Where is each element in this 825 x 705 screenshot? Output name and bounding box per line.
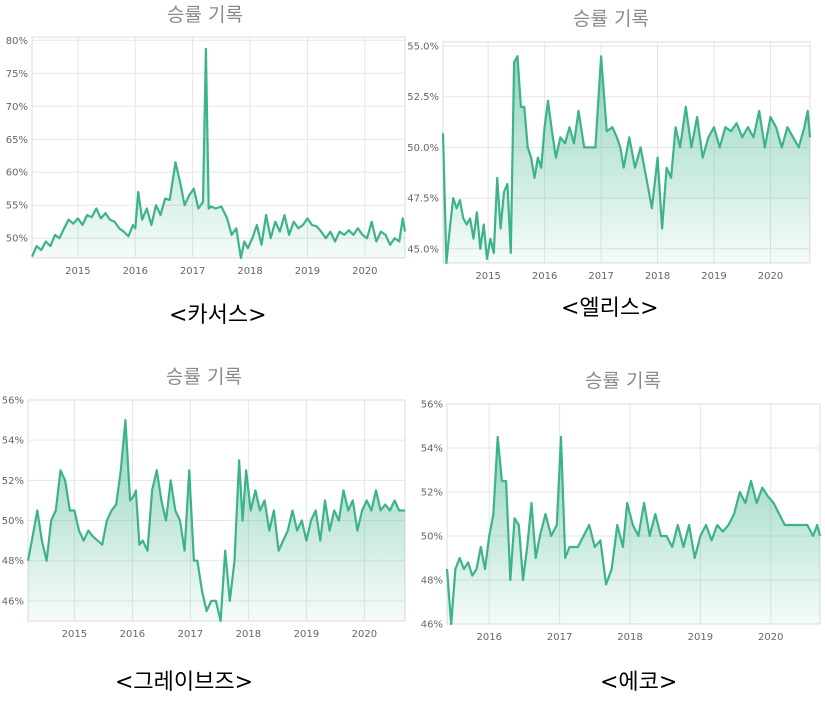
y-tick-label: 47.5%: [407, 194, 439, 205]
x-tick-label: 2016: [476, 632, 501, 643]
series-area: [447, 437, 820, 624]
chart-title: 승률 기록: [167, 4, 243, 26]
y-tick-label: 46%: [2, 596, 24, 607]
x-tick-label: 2018: [237, 266, 262, 277]
x-tick-label: 2017: [178, 629, 203, 640]
x-tick-label: 2016: [120, 629, 145, 640]
y-tick-label: 48%: [421, 576, 443, 587]
x-tick-label: 2015: [65, 266, 90, 277]
x-tick-label: 2019: [295, 266, 320, 277]
y-tick-label: 50%: [2, 516, 24, 527]
series-line: [30, 47, 407, 260]
x-tick-label: 2020: [352, 629, 377, 640]
y-tick-label: 70%: [6, 102, 28, 113]
series-line: [26, 419, 405, 623]
y-tick-label: 52%: [421, 488, 443, 499]
x-tick-label: 2020: [758, 271, 783, 282]
x-tick-label: 2015: [62, 629, 87, 640]
champion-caption: <엘리스>: [561, 296, 659, 321]
y-tick-label: 48%: [2, 556, 24, 567]
x-tick-label: 2020: [758, 632, 783, 643]
y-tick-label: 80%: [6, 36, 28, 47]
x-tick-label: 2016: [532, 271, 557, 282]
champion-caption: <카서스>: [169, 303, 267, 328]
series-line: [445, 435, 822, 626]
y-tick-label: 52.5%: [407, 92, 439, 103]
series-line: [441, 55, 812, 265]
x-tick-label: 2018: [645, 271, 670, 282]
x-tick-label: 2017: [547, 632, 572, 643]
series-area: [443, 56, 810, 264]
y-tick-label: 54%: [2, 436, 24, 447]
champion-caption: <에코>: [600, 670, 678, 695]
y-tick-label: 46%: [421, 620, 443, 631]
y-tick-label: 50%: [6, 234, 28, 245]
x-tick-label: 2018: [236, 629, 261, 640]
x-tick-label: 2016: [123, 266, 148, 277]
y-tick-label: 50%: [421, 532, 443, 543]
chart-title: 승률 기록: [585, 370, 661, 392]
x-tick-label: 2020: [352, 266, 377, 277]
y-tick-label: 55%: [6, 201, 28, 212]
chart-title: 승률 기록: [166, 366, 242, 388]
y-tick-label: 60%: [6, 168, 28, 179]
y-tick-label: 54%: [421, 444, 443, 455]
x-tick-label: 2017: [588, 271, 613, 282]
champion-caption: <그레이브즈>: [115, 670, 254, 695]
x-tick-label: 2017: [180, 266, 205, 277]
chart-title: 승률 기록: [573, 8, 649, 30]
y-tick-label: 50.0%: [407, 143, 439, 154]
y-tick-label: 65%: [6, 135, 28, 146]
x-tick-label: 2019: [294, 629, 319, 640]
series-area: [28, 420, 405, 621]
x-tick-label: 2019: [701, 271, 726, 282]
y-tick-label: 56%: [421, 400, 443, 411]
y-tick-label: 56%: [2, 396, 24, 407]
y-tick-label: 52%: [2, 476, 24, 487]
x-tick-label: 2018: [617, 632, 642, 643]
y-tick-label: 45.0%: [407, 244, 439, 255]
x-tick-label: 2019: [688, 632, 713, 643]
y-tick-label: 75%: [6, 69, 28, 80]
y-tick-label: 55.0%: [407, 42, 439, 53]
x-tick-label: 2015: [475, 271, 500, 282]
